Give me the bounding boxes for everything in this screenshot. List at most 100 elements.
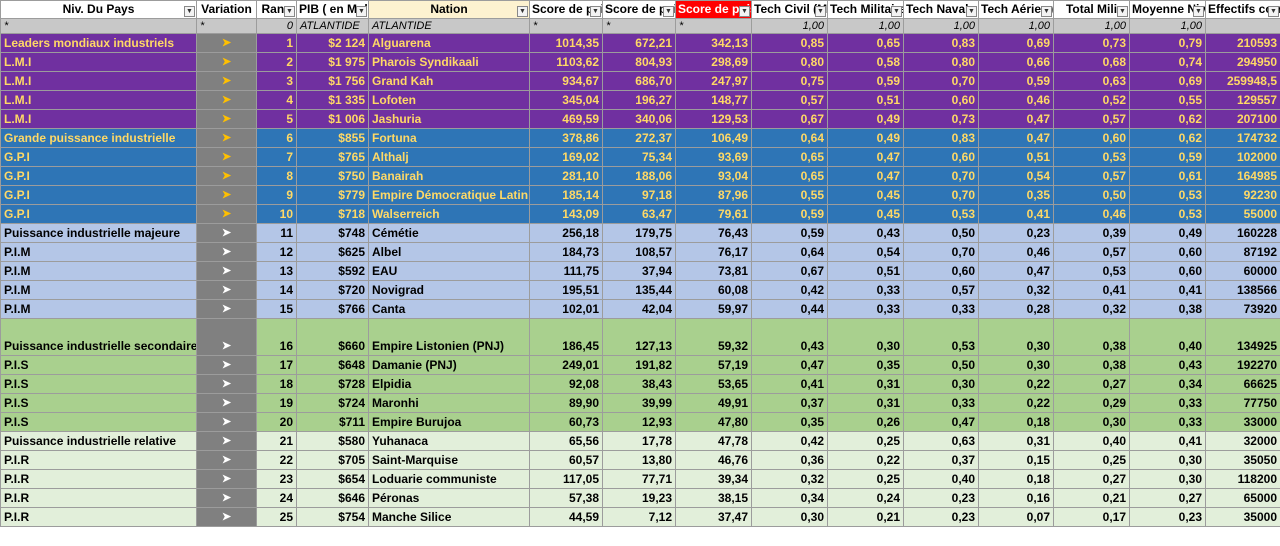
pib-cell[interactable]: $766 <box>296 299 369 319</box>
variation-cell[interactable]: ➤ <box>196 71 257 91</box>
nation-cell[interactable]: Empire Démocratique Latin <box>368 185 530 205</box>
variation-cell[interactable]: ➤ <box>196 488 257 508</box>
moyenne-tech-cell[interactable]: 0,33 <box>1129 412 1206 432</box>
variation-cell[interactable]: ➤ <box>196 204 257 224</box>
niveau-cell[interactable]: G.P.I <box>0 204 197 224</box>
rang-cell[interactable]: 16 <box>256 318 297 356</box>
score-militaire-cell[interactable]: 108,57 <box>602 242 676 262</box>
score-industriel-cell[interactable]: 93,69 <box>675 147 752 167</box>
score-militaire-cell[interactable]: 13,80 <box>602 450 676 470</box>
tech-aerien-cell[interactable]: 0,28 <box>978 299 1054 319</box>
tech-aerien-cell[interactable]: 0,41 <box>978 204 1054 224</box>
variation-cell[interactable]: ➤ <box>196 52 257 72</box>
table-row[interactable]: P.I.R ➤ 24 $646 Péronas 57,38 19,23 38,15 0,34 0,… <box>0 488 1280 508</box>
tech-civil-cell[interactable]: 0,64 <box>751 242 828 262</box>
filter-dropdown-icon[interactable]: ▼ <box>1268 6 1279 17</box>
effectifs-cell[interactable]: 92230 <box>1205 185 1280 205</box>
filter-dropdown-icon[interactable]: ▼ <box>815 6 826 17</box>
score-industriel-cell[interactable]: 38,15 <box>675 488 752 508</box>
filter-dropdown-icon[interactable]: ▼ <box>284 6 295 17</box>
nation-cell[interactable]: Damanie (PNJ) <box>368 355 530 375</box>
score-industriel-cell[interactable]: 298,69 <box>675 52 752 72</box>
tech-militaire-cell[interactable]: 0,43 <box>827 223 904 243</box>
score-militaire-cell[interactable]: 39,99 <box>602 393 676 413</box>
score-industriel-cell[interactable]: 106,49 <box>675 128 752 148</box>
total-mili-cell[interactable]: 0,27 <box>1053 469 1130 489</box>
score-industriel-cell[interactable]: 76,43 <box>675 223 752 243</box>
table-row[interactable]: P.I.R ➤ 25 $754 Manche Silice 44,59 7,12 37,47 0… <box>0 507 1280 527</box>
pib-cell[interactable]: $660 <box>296 318 369 356</box>
tech-militaire-cell[interactable]: 0,25 <box>827 469 904 489</box>
score-industriel-cell[interactable]: 79,61 <box>675 204 752 224</box>
tech-militaire-cell[interactable]: 0,47 <box>827 166 904 186</box>
tech-navale-cell[interactable]: 0,70 <box>903 185 979 205</box>
nation-cell[interactable]: Maronhi <box>368 393 530 413</box>
niveau-cell[interactable]: P.I.R <box>0 488 197 508</box>
tech-aerien-cell[interactable]: 0,22 <box>978 393 1054 413</box>
nation-cell[interactable]: Loduarie communiste <box>368 469 530 489</box>
variation-cell[interactable]: ➤ <box>196 166 257 186</box>
rang-cell[interactable]: 4 <box>256 90 297 110</box>
variation-cell[interactable]: ➤ <box>196 318 257 356</box>
tech-civil-cell[interactable]: 0,30 <box>751 507 828 527</box>
score-total-cell[interactable]: 195,51 <box>529 280 603 300</box>
pib-cell[interactable]: $748 <box>296 223 369 243</box>
filter-criteria-cell[interactable]: * <box>529 18 603 34</box>
score-total-cell[interactable]: 934,67 <box>529 71 603 91</box>
variation-cell[interactable]: ➤ <box>196 33 257 53</box>
tech-aerien-cell[interactable]: 0,54 <box>978 166 1054 186</box>
niveau-cell[interactable]: P.I.M <box>0 261 197 281</box>
score-industriel-cell[interactable]: 247,97 <box>675 71 752 91</box>
niveau-cell[interactable]: P.I.R <box>0 450 197 470</box>
table-row[interactable]: L.M.I ➤ 4 $1 335 Lofoten 345,04 196,27 148,77 0,… <box>0 90 1280 110</box>
tech-navale-cell[interactable]: 0,60 <box>903 90 979 110</box>
rang-cell[interactable]: 15 <box>256 299 297 319</box>
niveau-cell[interactable]: P.I.M <box>0 280 197 300</box>
pib-cell[interactable]: $1 335 <box>296 90 369 110</box>
nation-cell[interactable]: Albel <box>368 242 530 262</box>
rang-cell[interactable]: 21 <box>256 431 297 451</box>
nation-cell[interactable]: Elpidia <box>368 374 530 394</box>
total-mili-cell[interactable]: 0,57 <box>1053 166 1130 186</box>
score-militaire-cell[interactable]: 17,78 <box>602 431 676 451</box>
tech-navale-cell[interactable]: 0,57 <box>903 280 979 300</box>
score-militaire-cell[interactable]: 135,44 <box>602 280 676 300</box>
score-militaire-cell[interactable]: 63,47 <box>602 204 676 224</box>
moyenne-tech-cell[interactable]: 0,62 <box>1129 109 1206 129</box>
total-mili-cell[interactable]: 0,17 <box>1053 507 1130 527</box>
filter-criteria-cell[interactable]: ATLANTIDE <box>368 18 530 34</box>
filter-criteria-cell[interactable]: * <box>675 18 752 34</box>
tech-militaire-cell[interactable]: 0,31 <box>827 374 904 394</box>
nation-cell[interactable]: Saint-Marquise <box>368 450 530 470</box>
nation-cell[interactable]: Jashuria <box>368 109 530 129</box>
rang-cell[interactable]: 17 <box>256 355 297 375</box>
score-industriel-cell[interactable]: 47,78 <box>675 431 752 451</box>
pib-cell[interactable]: $646 <box>296 488 369 508</box>
tech-militaire-cell[interactable]: 0,22 <box>827 450 904 470</box>
moyenne-tech-cell[interactable]: 0,53 <box>1129 185 1206 205</box>
score-militaire-cell[interactable]: 42,04 <box>602 299 676 319</box>
tech-aerien-cell[interactable]: 0,23 <box>978 223 1054 243</box>
moyenne-tech-cell[interactable]: 0,61 <box>1129 166 1206 186</box>
variation-cell[interactable]: ➤ <box>196 223 257 243</box>
rang-cell[interactable]: 5 <box>256 109 297 129</box>
tech-aerien-cell[interactable]: 0,32 <box>978 280 1054 300</box>
niveau-cell[interactable]: L.M.I <box>0 109 197 129</box>
variation-cell[interactable]: ➤ <box>196 147 257 167</box>
tech-aerien-cell[interactable]: 0,18 <box>978 469 1054 489</box>
moyenne-tech-cell[interactable]: 0,60 <box>1129 261 1206 281</box>
score-industriel-cell[interactable]: 93,04 <box>675 166 752 186</box>
pib-cell[interactable]: $1 975 <box>296 52 369 72</box>
moyenne-tech-cell[interactable]: 0,41 <box>1129 280 1206 300</box>
filter-dropdown-icon[interactable]: ▼ <box>663 6 674 17</box>
pib-cell[interactable]: $765 <box>296 147 369 167</box>
score-industriel-cell[interactable]: 73,81 <box>675 261 752 281</box>
score-militaire-cell[interactable]: 672,21 <box>602 33 676 53</box>
tech-militaire-cell[interactable]: 0,65 <box>827 33 904 53</box>
tech-civil-cell[interactable]: 0,59 <box>751 223 828 243</box>
tech-civil-cell[interactable]: 0,85 <box>751 33 828 53</box>
tech-aerien-cell[interactable]: 0,30 <box>978 355 1054 375</box>
pib-cell[interactable]: $728 <box>296 374 369 394</box>
pib-cell[interactable]: $750 <box>296 166 369 186</box>
tech-aerien-cell[interactable]: 0,16 <box>978 488 1054 508</box>
